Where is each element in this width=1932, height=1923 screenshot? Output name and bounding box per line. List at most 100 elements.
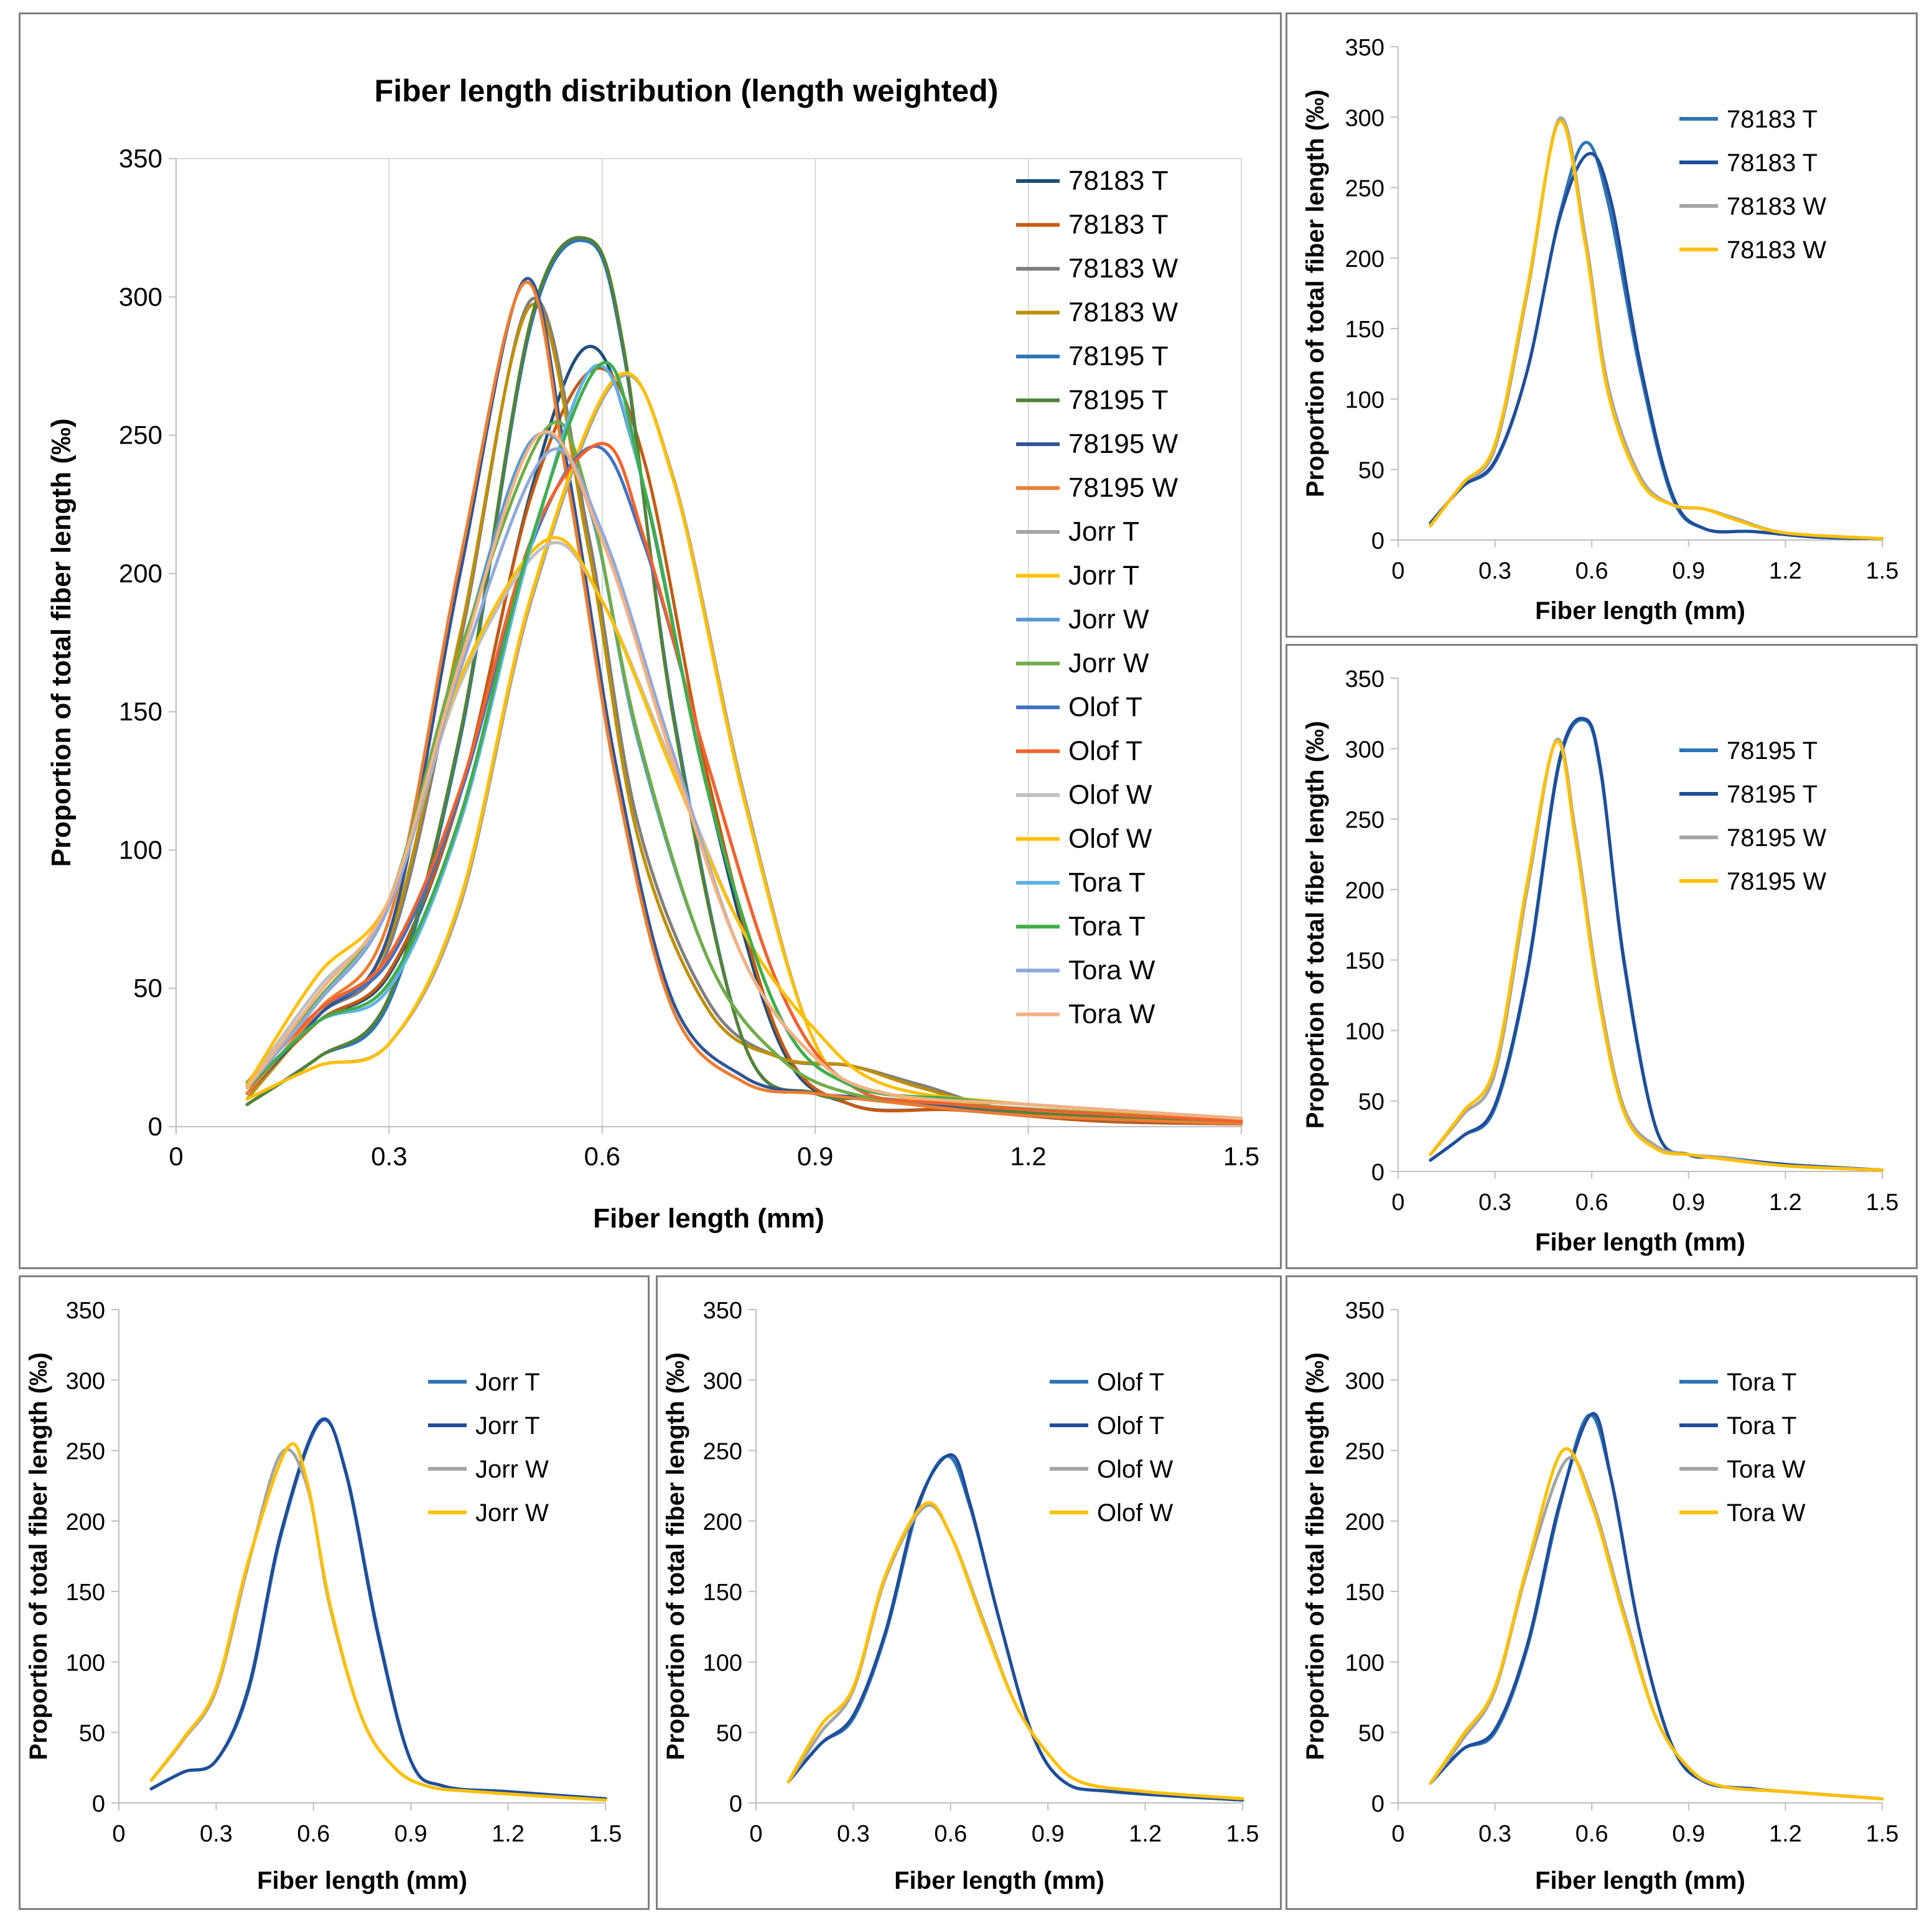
y-axis-title: Proportion of total fiber length (‰) — [1302, 90, 1329, 497]
x-axis-title: Fiber length (mm) — [1535, 597, 1745, 625]
y-tick-label: 350 — [1345, 1298, 1384, 1324]
legend-label: 78183 T — [1068, 210, 1169, 240]
x-tick-label: 0 — [1391, 1821, 1404, 1847]
y-tick-label: 200 — [1345, 878, 1384, 904]
x-tick-label: 0.6 — [297, 1821, 330, 1847]
legend-label: Tora W — [1727, 1499, 1806, 1527]
x-tick-label: 1.5 — [1226, 1821, 1259, 1847]
y-tick-label: 150 — [1345, 317, 1384, 343]
legend-label: 78195 W — [1727, 868, 1826, 895]
chart-olof: 0 50 100 150 200 250 300 350 0 0.3 0.6 0.9 1.2 1.5 Fib… — [662, 1298, 1259, 1894]
legend-label: Tora W — [1068, 955, 1155, 985]
legend-label: 78195 T — [1727, 781, 1818, 808]
legend-label: 78195 T — [1727, 737, 1818, 765]
y-tick-label: 350 — [703, 1298, 742, 1324]
main-chart: Fiber length distribution (length weight… — [46, 73, 1259, 1234]
x-axis-title: Fiber length (mm) — [593, 1203, 824, 1234]
x-tick-label: 0.6 — [1575, 1190, 1608, 1216]
y-tick-label: 150 — [119, 697, 162, 726]
y-tick-label: 300 — [66, 1368, 105, 1394]
y-tick-label: 350 — [66, 1298, 105, 1324]
series-line — [245, 302, 1243, 1126]
y-tick-label: 100 — [66, 1650, 105, 1676]
legend-label: 78183 T — [1727, 149, 1818, 177]
legend-label: Tora T — [1727, 1412, 1797, 1440]
x-tick-label: 0 — [749, 1821, 762, 1847]
legend-label: Olof W — [1068, 824, 1152, 854]
legend-label: Jorr W — [475, 1499, 549, 1527]
x-tick-label: 0 — [1391, 558, 1404, 584]
series-line — [1429, 116, 1884, 541]
legend-label: 78183 W — [1068, 297, 1178, 328]
x-axis-title: Fiber length (mm) — [257, 1867, 467, 1894]
x-tick-label: 0.9 — [797, 1142, 833, 1171]
x-tick-label: 1.5 — [1223, 1142, 1259, 1171]
y-tick-label: 0 — [1371, 1791, 1384, 1817]
series-line — [149, 1417, 607, 1800]
series-line — [149, 1442, 607, 1802]
x-axis-title: Fiber length (mm) — [1535, 1229, 1745, 1256]
legend-label: 78183 W — [1727, 193, 1826, 220]
y-tick-label: 100 — [1345, 1650, 1384, 1676]
x-tick-label: 0.6 — [934, 1821, 967, 1847]
y-tick-label: 300 — [1345, 105, 1384, 131]
y-tick-label: 250 — [703, 1439, 742, 1465]
legend-label: 78195 T — [1068, 385, 1169, 416]
x-tick-label: 1.2 — [1129, 1821, 1162, 1847]
y-tick-label: 300 — [1345, 1368, 1384, 1394]
y-tick-label: 100 — [1345, 1018, 1384, 1045]
legend-label: Tora W — [1727, 1456, 1806, 1483]
series-line — [1429, 1456, 1884, 1800]
legend-label: Jorr W — [1068, 604, 1149, 635]
y-tick-label: 50 — [716, 1721, 742, 1747]
legend-label: Olof T — [1068, 692, 1142, 722]
x-tick-label: 0.9 — [394, 1821, 427, 1847]
series-line — [786, 1453, 1244, 1802]
y-tick-label: 200 — [1345, 246, 1384, 272]
y-tick-label: 200 — [119, 559, 162, 588]
x-tick-label: 1.2 — [1769, 1821, 1802, 1847]
y-tick-label: 300 — [703, 1368, 742, 1394]
x-tick-label: 0.9 — [1672, 1190, 1705, 1216]
legend-label: Tora T — [1068, 867, 1146, 898]
chart-tora: 0 50 100 150 200 250 300 350 0 0.3 0.6 0.9 1.2 1.5 Fib… — [1302, 1298, 1899, 1894]
x-tick-label: 0.3 — [1478, 558, 1511, 584]
x-tick-label: 0.3 — [1478, 1821, 1511, 1847]
y-axis-title: Proportion of total fiber length (‰) — [25, 1353, 52, 1760]
chart-panel-olof: 0 50 100 150 200 250 300 350 0 0.3 0.6 0.9 1.2 1.5 Fib… — [656, 1275, 1282, 1910]
y-tick-label: 250 — [1345, 1439, 1384, 1465]
legend-label: Tora T — [1727, 1369, 1797, 1396]
y-tick-label: 200 — [1345, 1509, 1384, 1535]
series-line — [1429, 119, 1884, 541]
legend-label: 78183 W — [1727, 236, 1826, 264]
y-tick-label: 100 — [1345, 387, 1384, 413]
x-tick-label: 0.6 — [584, 1142, 620, 1171]
series-line — [786, 1504, 1244, 1800]
x-tick-label: 1.5 — [589, 1821, 622, 1847]
legend-label: Tora W — [1068, 999, 1155, 1030]
x-tick-label: 1.2 — [1769, 558, 1802, 584]
legend-label: Olof T — [1097, 1369, 1164, 1396]
legend-label: Jorr W — [475, 1456, 549, 1483]
series-line — [245, 296, 1243, 1126]
y-tick-label: 200 — [703, 1509, 742, 1535]
series-line — [245, 442, 1243, 1123]
y-tick-label: 50 — [1358, 1721, 1384, 1747]
series-line — [245, 238, 1243, 1126]
series-line — [1429, 1447, 1884, 1800]
chart-panel-jorr: 0 50 100 150 200 250 300 350 0 0.3 0.6 0.9 1.2 1.5 Fib… — [19, 1275, 650, 1910]
y-tick-label: 200 — [66, 1509, 105, 1535]
y-tick-label: 0 — [1371, 528, 1384, 554]
x-tick-label: 0.6 — [1575, 1821, 1608, 1847]
legend-label: Olof T — [1097, 1412, 1164, 1440]
y-tick-label: 150 — [1345, 948, 1384, 974]
y-tick-label: 250 — [119, 421, 162, 450]
x-tick-label: 1.5 — [1866, 1821, 1899, 1847]
legend-label: Jorr T — [1068, 561, 1139, 591]
y-tick-label: 300 — [1345, 737, 1384, 763]
y-tick-label: 150 — [703, 1580, 742, 1606]
x-tick-label: 0.3 — [1478, 1190, 1511, 1216]
legend-label: 78183 T — [1727, 106, 1818, 133]
series-line — [1429, 1412, 1884, 1800]
y-tick-label: 350 — [1345, 666, 1384, 692]
